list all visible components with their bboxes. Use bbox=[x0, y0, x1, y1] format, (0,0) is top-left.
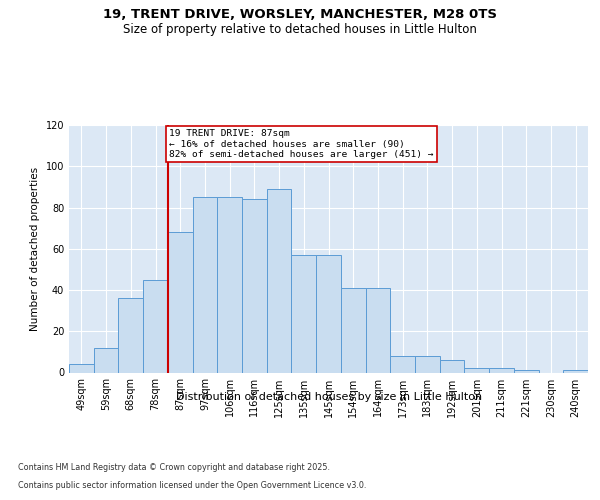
Text: Distribution of detached houses by size in Little Hulton: Distribution of detached houses by size … bbox=[176, 392, 482, 402]
Text: Size of property relative to detached houses in Little Hulton: Size of property relative to detached ho… bbox=[123, 22, 477, 36]
Bar bbox=[69, 364, 94, 372]
Bar bbox=[341, 288, 365, 372]
Bar bbox=[415, 356, 440, 372]
Bar bbox=[217, 197, 242, 372]
Bar bbox=[292, 255, 316, 372]
Bar bbox=[118, 298, 143, 372]
Bar bbox=[365, 288, 390, 372]
Bar bbox=[514, 370, 539, 372]
Bar bbox=[193, 197, 217, 372]
Bar bbox=[390, 356, 415, 372]
Bar bbox=[267, 189, 292, 372]
Bar bbox=[168, 232, 193, 372]
Bar bbox=[242, 199, 267, 372]
Bar bbox=[489, 368, 514, 372]
Text: Contains HM Land Registry data © Crown copyright and database right 2025.: Contains HM Land Registry data © Crown c… bbox=[18, 464, 330, 472]
Text: Contains public sector information licensed under the Open Government Licence v3: Contains public sector information licen… bbox=[18, 481, 367, 490]
Bar bbox=[143, 280, 168, 372]
Bar bbox=[563, 370, 588, 372]
Bar bbox=[316, 255, 341, 372]
Bar bbox=[464, 368, 489, 372]
Y-axis label: Number of detached properties: Number of detached properties bbox=[30, 166, 40, 331]
Bar bbox=[94, 348, 118, 372]
Text: 19, TRENT DRIVE, WORSLEY, MANCHESTER, M28 0TS: 19, TRENT DRIVE, WORSLEY, MANCHESTER, M2… bbox=[103, 8, 497, 20]
Bar bbox=[440, 360, 464, 372]
Text: 19 TRENT DRIVE: 87sqm
← 16% of detached houses are smaller (90)
82% of semi-deta: 19 TRENT DRIVE: 87sqm ← 16% of detached … bbox=[169, 129, 434, 159]
